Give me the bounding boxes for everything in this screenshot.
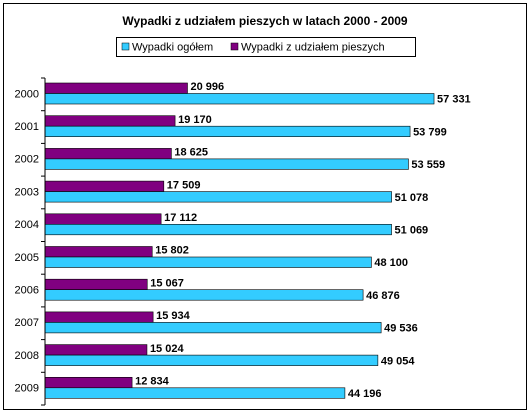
value-label: 48 100 [374,257,408,269]
bar [44,311,154,323]
bar [44,115,176,127]
bar [44,246,153,258]
bar [44,387,346,399]
chart-frame [3,3,527,410]
value-label: 19 170 [178,114,212,126]
y-tick-label: 2009 [15,383,39,395]
value-label: 57 331 [437,94,471,106]
y-tick-label: 2001 [15,121,39,133]
bar [44,213,162,225]
bar [44,180,165,192]
bar [44,93,435,105]
value-label: 53 799 [413,126,447,138]
bar [44,344,148,356]
value-label: 51 069 [395,224,429,236]
legend-swatch [230,42,239,51]
value-label: 15 067 [150,277,184,289]
value-label: 53 559 [411,159,445,171]
bar [44,278,148,291]
value-label: 20 996 [190,81,224,93]
value-label: 18 625 [174,147,208,159]
bar [44,354,379,366]
value-label: 17 112 [164,212,197,224]
value-label: 44 196 [348,388,382,400]
chart-title: Wypadki z udziałem pieszych w latach 200… [122,14,408,28]
y-tick-label: 2004 [15,219,39,231]
bar [44,158,409,170]
legend-swatch [121,42,130,51]
value-label: 49 536 [384,323,418,335]
value-label: 15 934 [156,310,191,322]
y-tick-label: 2008 [15,350,39,362]
bar [44,322,382,334]
value-label: 17 509 [167,179,201,191]
value-label: 12 834 [135,375,170,387]
value-label: 49 054 [381,355,416,367]
bar [44,82,188,94]
legend-label: Wypadki z udziałem pieszych [241,41,385,53]
y-tick-label: 2000 [15,88,39,100]
bar [44,256,372,268]
bar [44,376,133,389]
bar [44,224,392,236]
bar [44,125,411,137]
bar [44,289,364,301]
value-label: 46 876 [366,290,400,302]
y-tick-label: 2007 [15,317,39,329]
legend-label: Wypadki ogółem [132,41,213,53]
value-label: 51 078 [395,192,429,204]
value-label: 15 024 [150,343,185,355]
value-label: 15 802 [155,245,189,257]
y-tick-label: 2005 [15,252,39,264]
bar [44,191,392,203]
y-tick-label: 2006 [15,284,39,296]
bar [44,148,172,160]
legend-box [116,37,416,57]
y-tick-label: 2003 [15,186,39,198]
y-tick-label: 2002 [15,154,39,166]
